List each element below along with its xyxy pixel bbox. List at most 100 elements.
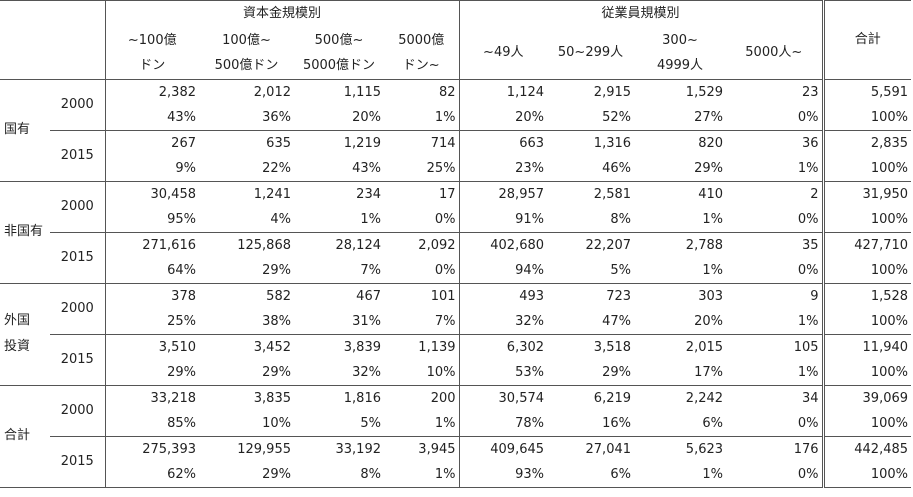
header-line: ドン~ <box>402 57 440 73</box>
year-label: 2000 <box>50 180 106 233</box>
share-cell: 1% <box>702 211 724 227</box>
share-cell: 1% <box>634 461 727 488</box>
share-cell: 29% <box>634 155 727 182</box>
group-label: 外国 投資 <box>0 282 50 386</box>
share-cell: 7% <box>294 257 384 284</box>
share-cell: 20% <box>515 109 545 125</box>
count-cell: 635 <box>199 129 294 156</box>
header-line: 100億~ <box>222 32 271 48</box>
share-cell: 0% <box>726 410 825 436</box>
header-line: ~100億 <box>127 32 177 48</box>
capital-column-header: 5000億ドン~ <box>384 27 460 80</box>
share-cell: 16% <box>602 415 632 431</box>
share-cell: 1% <box>384 410 460 436</box>
count-cell: 1,529 <box>634 78 727 105</box>
share-cell: 0% <box>726 461 825 488</box>
share-cell: 25% <box>167 313 196 329</box>
group-label: 合計 <box>0 384 50 488</box>
share-cell: 29% <box>105 359 199 386</box>
group-label-line: 国有 <box>4 122 31 137</box>
share-cell: 4% <box>270 211 291 227</box>
group-label: 非国有 <box>0 180 50 284</box>
count-cell: 378 <box>105 282 199 309</box>
share-cell: 100% <box>823 155 912 182</box>
count-cell: 267 <box>105 129 199 156</box>
share-cell: 7% <box>384 308 460 334</box>
share-cell: 100% <box>870 211 909 227</box>
group-label: 国有 <box>0 78 50 182</box>
count-cell: 3,839 <box>294 333 384 360</box>
share-cell: 0% <box>726 257 825 284</box>
count-cell: 101 <box>384 282 460 309</box>
table-row: 国有 2000 2,382 2,012 1,115 82 1,124 2,915 1,529 23… <box>0 78 912 182</box>
count-cell: 427,710 <box>823 231 912 258</box>
share-cell: 64% <box>105 257 199 284</box>
share-cell: 1% <box>384 104 460 130</box>
share-cell: 93% <box>459 461 548 488</box>
share-cell: 95% <box>167 211 196 227</box>
header-line: 5000億 <box>398 32 445 48</box>
share-cell: 38% <box>262 313 291 329</box>
count-cell: 23 <box>726 78 825 105</box>
count-cell: 3,835 <box>199 384 294 411</box>
count-cell: 442,485 <box>823 435 912 462</box>
group-label-line: 合計 <box>4 428 31 443</box>
table-row: 2015 267 635 1,219 714 663 1,316 820 36 2,835 <box>0 129 912 182</box>
count-cell: 105 <box>726 333 825 360</box>
employee-group-header: 従業員規模別 <box>459 0 825 27</box>
count-cell: 39,069 <box>823 384 912 411</box>
share-cell: 53% <box>459 359 548 386</box>
count-cell: 1,115 <box>294 78 384 105</box>
share-cell: 1% <box>360 211 381 227</box>
table-row: 29% 29% 32% 10% 53% 29% 17% 1% 100% <box>0 359 912 386</box>
count-cell: 2,835 <box>823 129 912 156</box>
share-cell: 9% <box>105 155 199 182</box>
count-cell: 9 <box>726 282 825 309</box>
share-cell: 100% <box>823 461 912 488</box>
count-cell: 467 <box>294 282 384 309</box>
count-cell: 2,382 <box>105 78 199 105</box>
count-cell: 582 <box>199 282 294 309</box>
count-cell: 409,645 <box>459 435 548 462</box>
count-cell: 5,623 <box>634 435 727 462</box>
count-cell: 27,041 <box>547 435 635 462</box>
year-label: 2015 <box>50 435 106 488</box>
capital-group-header: 資本金規模別 <box>105 0 460 27</box>
capital-column-header: 500億~ 5000億ドン <box>294 27 384 80</box>
share-cell: 27% <box>694 109 724 125</box>
count-cell: 176 <box>726 435 825 462</box>
year-label: 2000 <box>50 78 106 131</box>
count-cell: 22,207 <box>547 231 635 258</box>
share-cell: 29% <box>199 359 294 386</box>
count-cell: 28,124 <box>294 231 384 258</box>
capital-column-header: 100億~ 500億ドン <box>199 27 294 80</box>
share-cell: 0% <box>384 206 460 232</box>
share-cell: 47% <box>602 313 632 329</box>
share-cell: 46% <box>547 155 635 182</box>
count-cell: 17 <box>384 180 460 207</box>
share-cell: 6% <box>547 461 635 488</box>
count-cell: 3,452 <box>199 333 294 360</box>
count-cell: 275,393 <box>105 435 199 462</box>
table-row: 62% 29% 8% 1% 93% 6% 1% 0% 100% <box>0 461 912 488</box>
count-cell: 6,219 <box>547 384 635 411</box>
count-cell: 28,957 <box>459 180 548 207</box>
header-line: 500億ドン <box>214 57 279 73</box>
count-cell: 2,581 <box>547 180 635 207</box>
share-cell: 31% <box>352 313 381 329</box>
share-cell: 100% <box>870 313 909 329</box>
count-cell: 402,680 <box>459 231 548 258</box>
share-cell: 1% <box>384 461 460 488</box>
count-cell: 2,915 <box>547 78 635 105</box>
header-line: 50~299人 <box>557 45 624 61</box>
count-cell: 34 <box>726 384 825 411</box>
year-label: 2015 <box>50 231 106 284</box>
year-label: 2015 <box>50 129 106 182</box>
share-cell: 8% <box>294 461 384 488</box>
capital-column-header: ~100億 ドン <box>105 27 199 80</box>
table-row: 2015 3,510 3,452 3,839 1,139 6,302 3,518 2,015 1… <box>0 333 912 386</box>
header-row-columns: ~100億 ドン 100億~ 500億ドン 500億~ 5000億ドン 5000億 ドン~ ~4… <box>0 27 911 80</box>
count-cell: 5,591 <box>823 78 912 105</box>
share-cell: 43% <box>167 109 196 125</box>
group-label-line: 投資 <box>4 339 31 354</box>
